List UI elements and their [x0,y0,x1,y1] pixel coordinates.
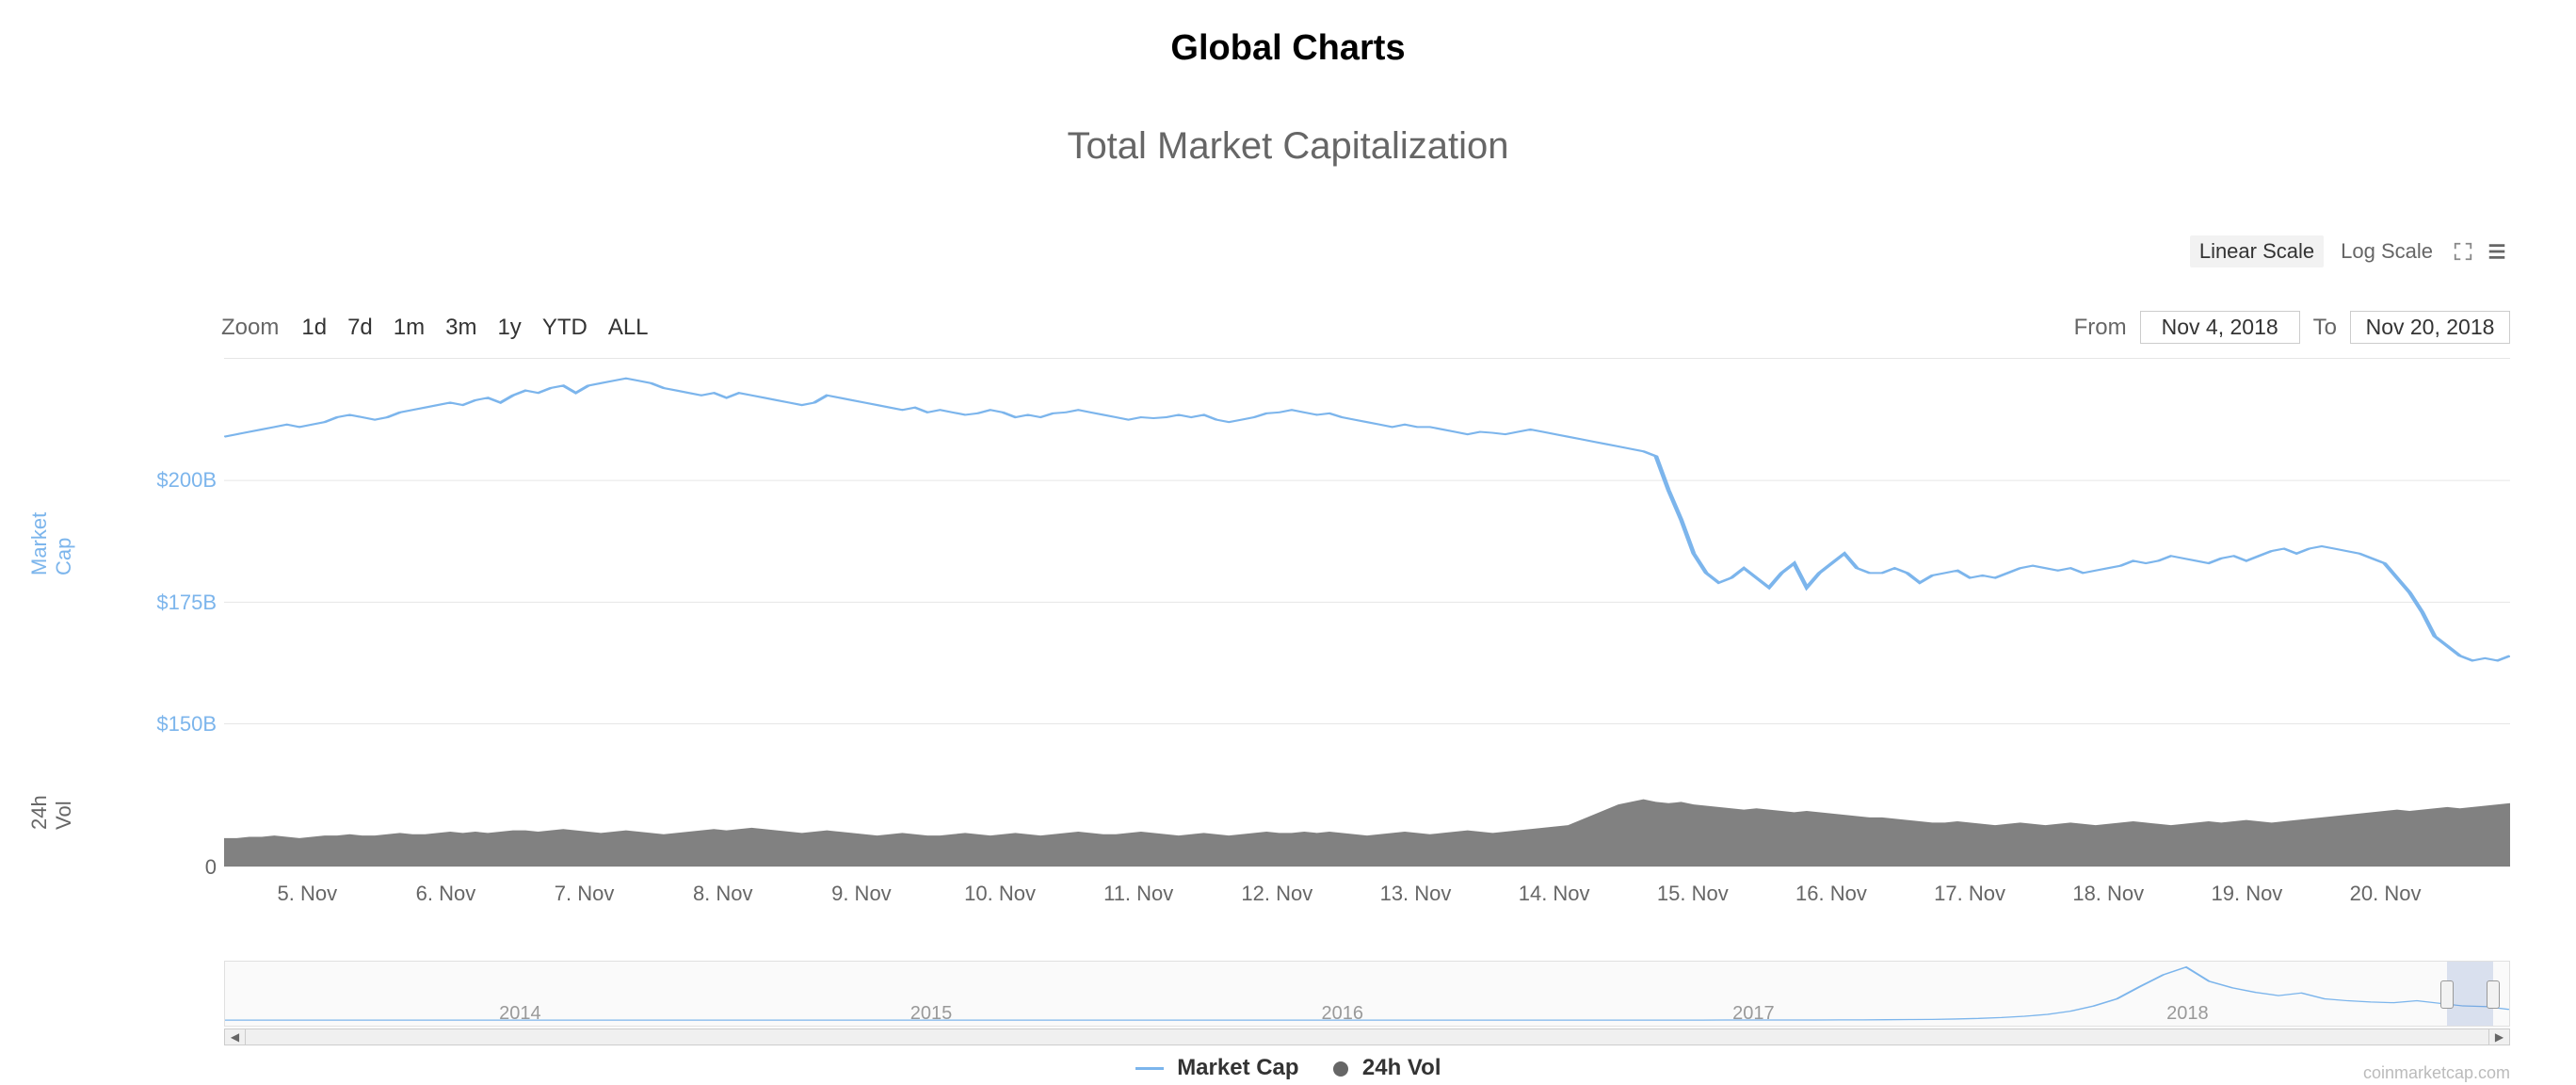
nav-year-label: 2015 [910,1003,953,1025]
nav-year-label: 2016 [1321,1003,1363,1025]
x-tick: 11. Nov [1103,882,1173,906]
x-tick: 19. Nov [2211,882,2282,906]
navigator-handle-left[interactable] [2440,980,2454,1009]
zoom-1m-button[interactable]: 1m [390,313,428,343]
linear-scale-button[interactable]: Linear Scale [2190,235,2324,267]
navigator-scrollbar[interactable]: ◀ ▶ [224,1028,2510,1045]
fullscreen-icon[interactable] [2450,240,2476,263]
scale-controls: Linear Scale Log Scale [2190,235,2510,267]
legend: Market Cap 24h Vol [0,1055,2576,1081]
navigator-handle-right[interactable] [2487,980,2500,1009]
y-tick: $175B [122,591,217,615]
plot-area[interactable]: 5. Nov6. Nov7. Nov8. Nov9. Nov10. Nov11.… [224,358,2510,895]
zoom-3m-button[interactable]: 3m [442,313,480,343]
x-tick: 12. Nov [1241,882,1312,906]
chart-subtitle: Total Market Capitalization [56,125,2520,168]
zoom-7d-button[interactable]: 7d [344,313,377,343]
x-tick: 15. Nov [1657,882,1729,906]
zoom-ytd-button[interactable]: YTD [539,313,591,343]
x-tick: 7. Nov [555,882,615,906]
y-tick: $150B [122,712,217,737]
menu-icon[interactable] [2484,240,2510,263]
chart-plot: Market Cap 24h Vol $200B $175B $150B 0 5… [75,358,2510,895]
zoom-row: Zoom 1d 7d 1m 3m 1y YTD ALL From To [221,311,2510,344]
x-tick: 6. Nov [416,882,476,906]
from-label: From [2074,315,2127,341]
attribution: coinmarketcap.com [2363,1063,2510,1083]
y-axis-mcap-title: Market Cap [27,547,76,575]
legend-volume-label[interactable]: 24h Vol [1362,1055,1441,1080]
x-tick: 13. Nov [1380,882,1452,906]
legend-dot-swatch [1333,1061,1348,1077]
to-date-input[interactable] [2350,311,2510,344]
x-tick: 10. Nov [964,882,1036,906]
x-tick: 17. Nov [1934,882,2005,906]
nav-year-label: 2018 [2166,1003,2209,1025]
x-tick: 20. Nov [2350,882,2422,906]
y-axis-vol-title: 24h Vol [27,802,76,830]
legend-marketcap-label[interactable]: Market Cap [1177,1055,1298,1080]
x-tick: 5. Nov [277,882,337,906]
nav-year-label: 2014 [499,1003,541,1025]
scroll-left-icon[interactable]: ◀ [225,1029,246,1045]
x-tick: 9. Nov [831,882,892,906]
zoom-all-button[interactable]: ALL [604,313,652,343]
x-tick: 8. Nov [693,882,753,906]
x-tick: 16. Nov [1795,882,1867,906]
x-tick: 14. Nov [1519,882,1590,906]
navigator-plot[interactable]: 2014 2015 2016 2017 2018 [224,961,2510,1027]
to-label: To [2313,315,2337,341]
x-tick: 18. Nov [2072,882,2144,906]
nav-year-label: 2017 [1732,1003,1775,1025]
zoom-1d-button[interactable]: 1d [298,313,330,343]
page-title: Global Charts [56,28,2520,69]
log-scale-button[interactable]: Log Scale [2331,235,2442,267]
zoom-1y-button[interactable]: 1y [493,313,524,343]
scroll-right-icon[interactable]: ▶ [2488,1029,2509,1045]
from-date-input[interactable] [2140,311,2300,344]
navigator: 2014 2015 2016 2017 2018 ◀ ▶ [224,961,2510,1045]
zoom-label: Zoom [221,315,279,341]
legend-line-swatch [1135,1067,1164,1070]
y-tick: $200B [122,468,217,493]
y-tick-vol: 0 [122,855,217,880]
